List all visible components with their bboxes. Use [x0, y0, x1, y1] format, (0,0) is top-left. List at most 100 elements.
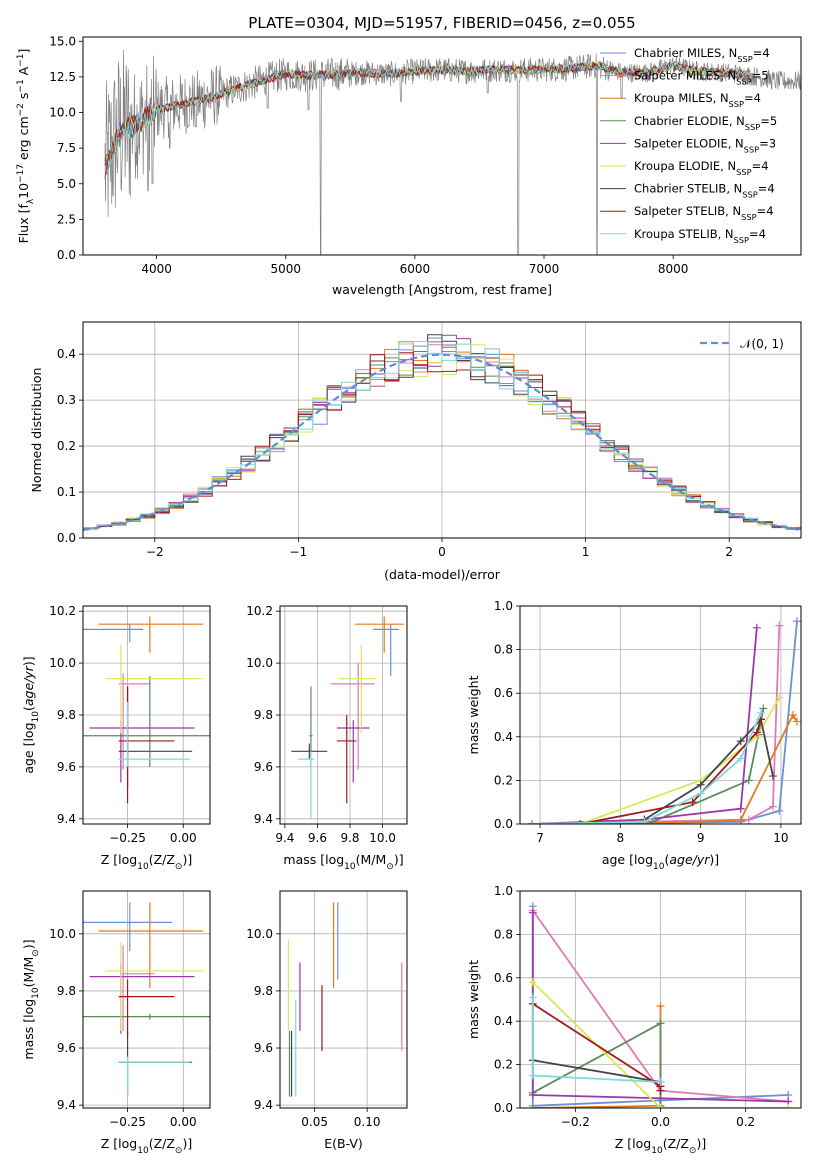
ticks-residual_hist: −2 −1 0 1 2 0.0 0.1 0.2 0.3 0.4	[57, 347, 733, 559]
ticks-mass_age: 9.4 9.6 9.8 10.0 9.4 9.6 9.8 10.0 10.2	[246, 604, 396, 845]
axes-frame-mass_age	[279, 605, 408, 825]
zweight-marker-6	[656, 1104, 665, 1108]
weight-line-7	[643, 717, 774, 821]
histogram-series-9	[83, 341, 801, 530]
plot-area-spectrum	[104, 49, 801, 255]
y-tick-label: 0.1	[57, 485, 76, 499]
y-tick-label: 2.5	[57, 212, 76, 226]
ticks-z_age: −0.25 0.00 9.4 9.6 9.8 10.0 10.2	[49, 604, 196, 845]
weight-marker-8	[576, 820, 585, 824]
legend-label-8: Salpeter STELIB, NSSP=4	[634, 204, 774, 222]
y-tick-label: 0.0	[494, 1101, 513, 1115]
plot-area-residual_hist	[83, 334, 801, 531]
weight-marker-9	[528, 820, 537, 824]
axes-mass_age: 9.4 9.6 9.8 10.0 9.4 9.6 9.8 10.0 10.2 mass [log1…	[246, 604, 408, 872]
x-tick-label: 0.2	[736, 1115, 755, 1129]
y-tick-label: 0.8	[494, 643, 513, 657]
y-axis-label: Normed distribution	[29, 368, 44, 493]
zweight-line-8	[532, 1003, 662, 1091]
weight-line-9	[531, 712, 762, 824]
weight-marker-1	[792, 617, 801, 626]
x-tick-label: 9.6	[308, 831, 327, 845]
y-tick-label: 0.0	[57, 248, 76, 262]
x-tick-label: 1	[582, 545, 590, 559]
y-tick-label: 12.5	[49, 70, 76, 84]
legend-label-3: Kroupa MILES, NSSP=4	[634, 91, 761, 109]
zweight-marker-6	[784, 1104, 793, 1108]
grid-z_age	[83, 606, 210, 824]
weight-marker-3	[792, 717, 801, 726]
weight-marker-9	[736, 754, 745, 763]
x-tick-label: 0.10	[354, 1115, 381, 1129]
y-tick-label: 9.6	[254, 1041, 273, 1055]
x-tick-label: 0.05	[301, 1115, 328, 1129]
axes-z_weight: −0.2 0.0 0.2 0.0 0.2 0.4 0.6 0.8 1.0 Z [log10(Z/Z…	[466, 884, 802, 1156]
ticks-spectrum: 4000 5000 6000 7000 8000 0.0 2.5 5.0 7.5 10.0 12.5…	[49, 34, 688, 276]
histogram-series-8	[83, 352, 801, 529]
zweight-line-9	[531, 997, 661, 1083]
plot-area-age_weight	[528, 617, 801, 824]
weight-marker-3	[788, 711, 797, 719]
histogram-series-6	[83, 343, 801, 531]
y-tick-label: 9.4	[57, 1098, 76, 1112]
x-axis-label: age [log10(age/yr)]	[602, 852, 719, 872]
weight-marker-1	[775, 806, 784, 815]
x-tick-label: −0.25	[109, 831, 146, 845]
spectrum-model-line-7	[104, 61, 751, 162]
axes-z_age: −0.25 0.00 9.4 9.6 9.8 10.0 10.2 Z [log10(Z/Z⊙)…	[21, 604, 211, 872]
grid-mass_age	[280, 606, 407, 824]
y-tick-label: 1.0	[494, 884, 513, 898]
y-tick-label: 0.2	[494, 773, 513, 787]
axes-frame-z_age	[82, 605, 211, 825]
x-tick-label: 0.00	[170, 1115, 197, 1129]
x-tick-label: 8	[617, 831, 625, 845]
zweight-marker-3	[528, 1104, 537, 1108]
normal-legend-label: 𝒩(0, 1)	[740, 337, 784, 351]
weight-marker-3	[696, 817, 705, 824]
y-tick-label: 10.0	[49, 106, 76, 120]
y-tick-label: 0.4	[494, 730, 513, 744]
y-axis-label: mass [log10(M/M⊙)]	[21, 939, 41, 1059]
y-tick-label: 5.0	[57, 177, 76, 191]
weight-marker-7	[696, 780, 705, 789]
y-tick-label: 9.6	[57, 1041, 76, 1055]
x-tick-label: −0.2	[561, 1115, 590, 1129]
zweight-marker-8	[656, 1086, 665, 1095]
histogram-series-5	[83, 334, 801, 530]
axes-frame-ebv_mass	[279, 890, 408, 1109]
legend: Chabrier MILES, NSSP=4 Salpeter MILES, NS…	[600, 46, 777, 245]
y-tick-label: 9.8	[254, 984, 273, 998]
y-tick-label: 10.0	[246, 927, 273, 941]
ticks-z_weight: −0.2 0.0 0.2 0.0 0.2 0.4 0.6 0.8 1.0	[494, 884, 755, 1129]
y-tick-label: 10.0	[49, 656, 76, 670]
zweight-marker-9	[656, 1077, 665, 1086]
x-tick-label: 2	[725, 545, 733, 559]
weight-marker-8	[752, 728, 761, 737]
zweight-marker-5	[528, 1090, 537, 1099]
ticks-age_weight: 7 8 9 10 0.0 0.2 0.4 0.6 0.8 1.0	[494, 599, 789, 845]
weight-marker-2	[775, 621, 784, 630]
x-tick-label: 9	[697, 831, 705, 845]
grid-ebv_mass	[280, 891, 407, 1108]
plot-area-z_weight	[528, 902, 793, 1108]
weight-marker-8	[688, 798, 697, 807]
plot-layer: 4000 5000 6000 7000 80000.02.55.07.510.012.5…	[16, 34, 802, 1156]
y-tick-label: 9.6	[57, 760, 76, 774]
y-tick-label: 9.8	[57, 708, 76, 722]
legend-label-2: Salpeter MILES, NSSP=5	[634, 69, 769, 87]
weight-marker-6	[775, 693, 784, 702]
legend-label-9: Kroupa STELIB, NSSP=4	[634, 227, 766, 245]
x-tick-label: −0.25	[109, 1115, 146, 1129]
legend-label-4: Chabrier ELODIE, NSSP=5	[634, 114, 777, 132]
zweight-line-6	[532, 981, 789, 1108]
y-axis-label: mass weight	[466, 675, 481, 754]
spectrum-model-line-9	[104, 61, 751, 173]
y-tick-label: 10.0	[49, 927, 76, 941]
y-tick-label: 9.4	[254, 1098, 273, 1112]
x-axis-label: Z [log10(Z/Z⊙)]	[615, 1136, 706, 1156]
y-axis-label: age [log10(age/yr)]	[21, 656, 41, 773]
y-tick-label: 0.8	[494, 927, 513, 941]
x-tick-label: 4000	[141, 262, 172, 276]
zweight-marker-9	[528, 993, 537, 1002]
weight-marker-7	[736, 737, 745, 746]
